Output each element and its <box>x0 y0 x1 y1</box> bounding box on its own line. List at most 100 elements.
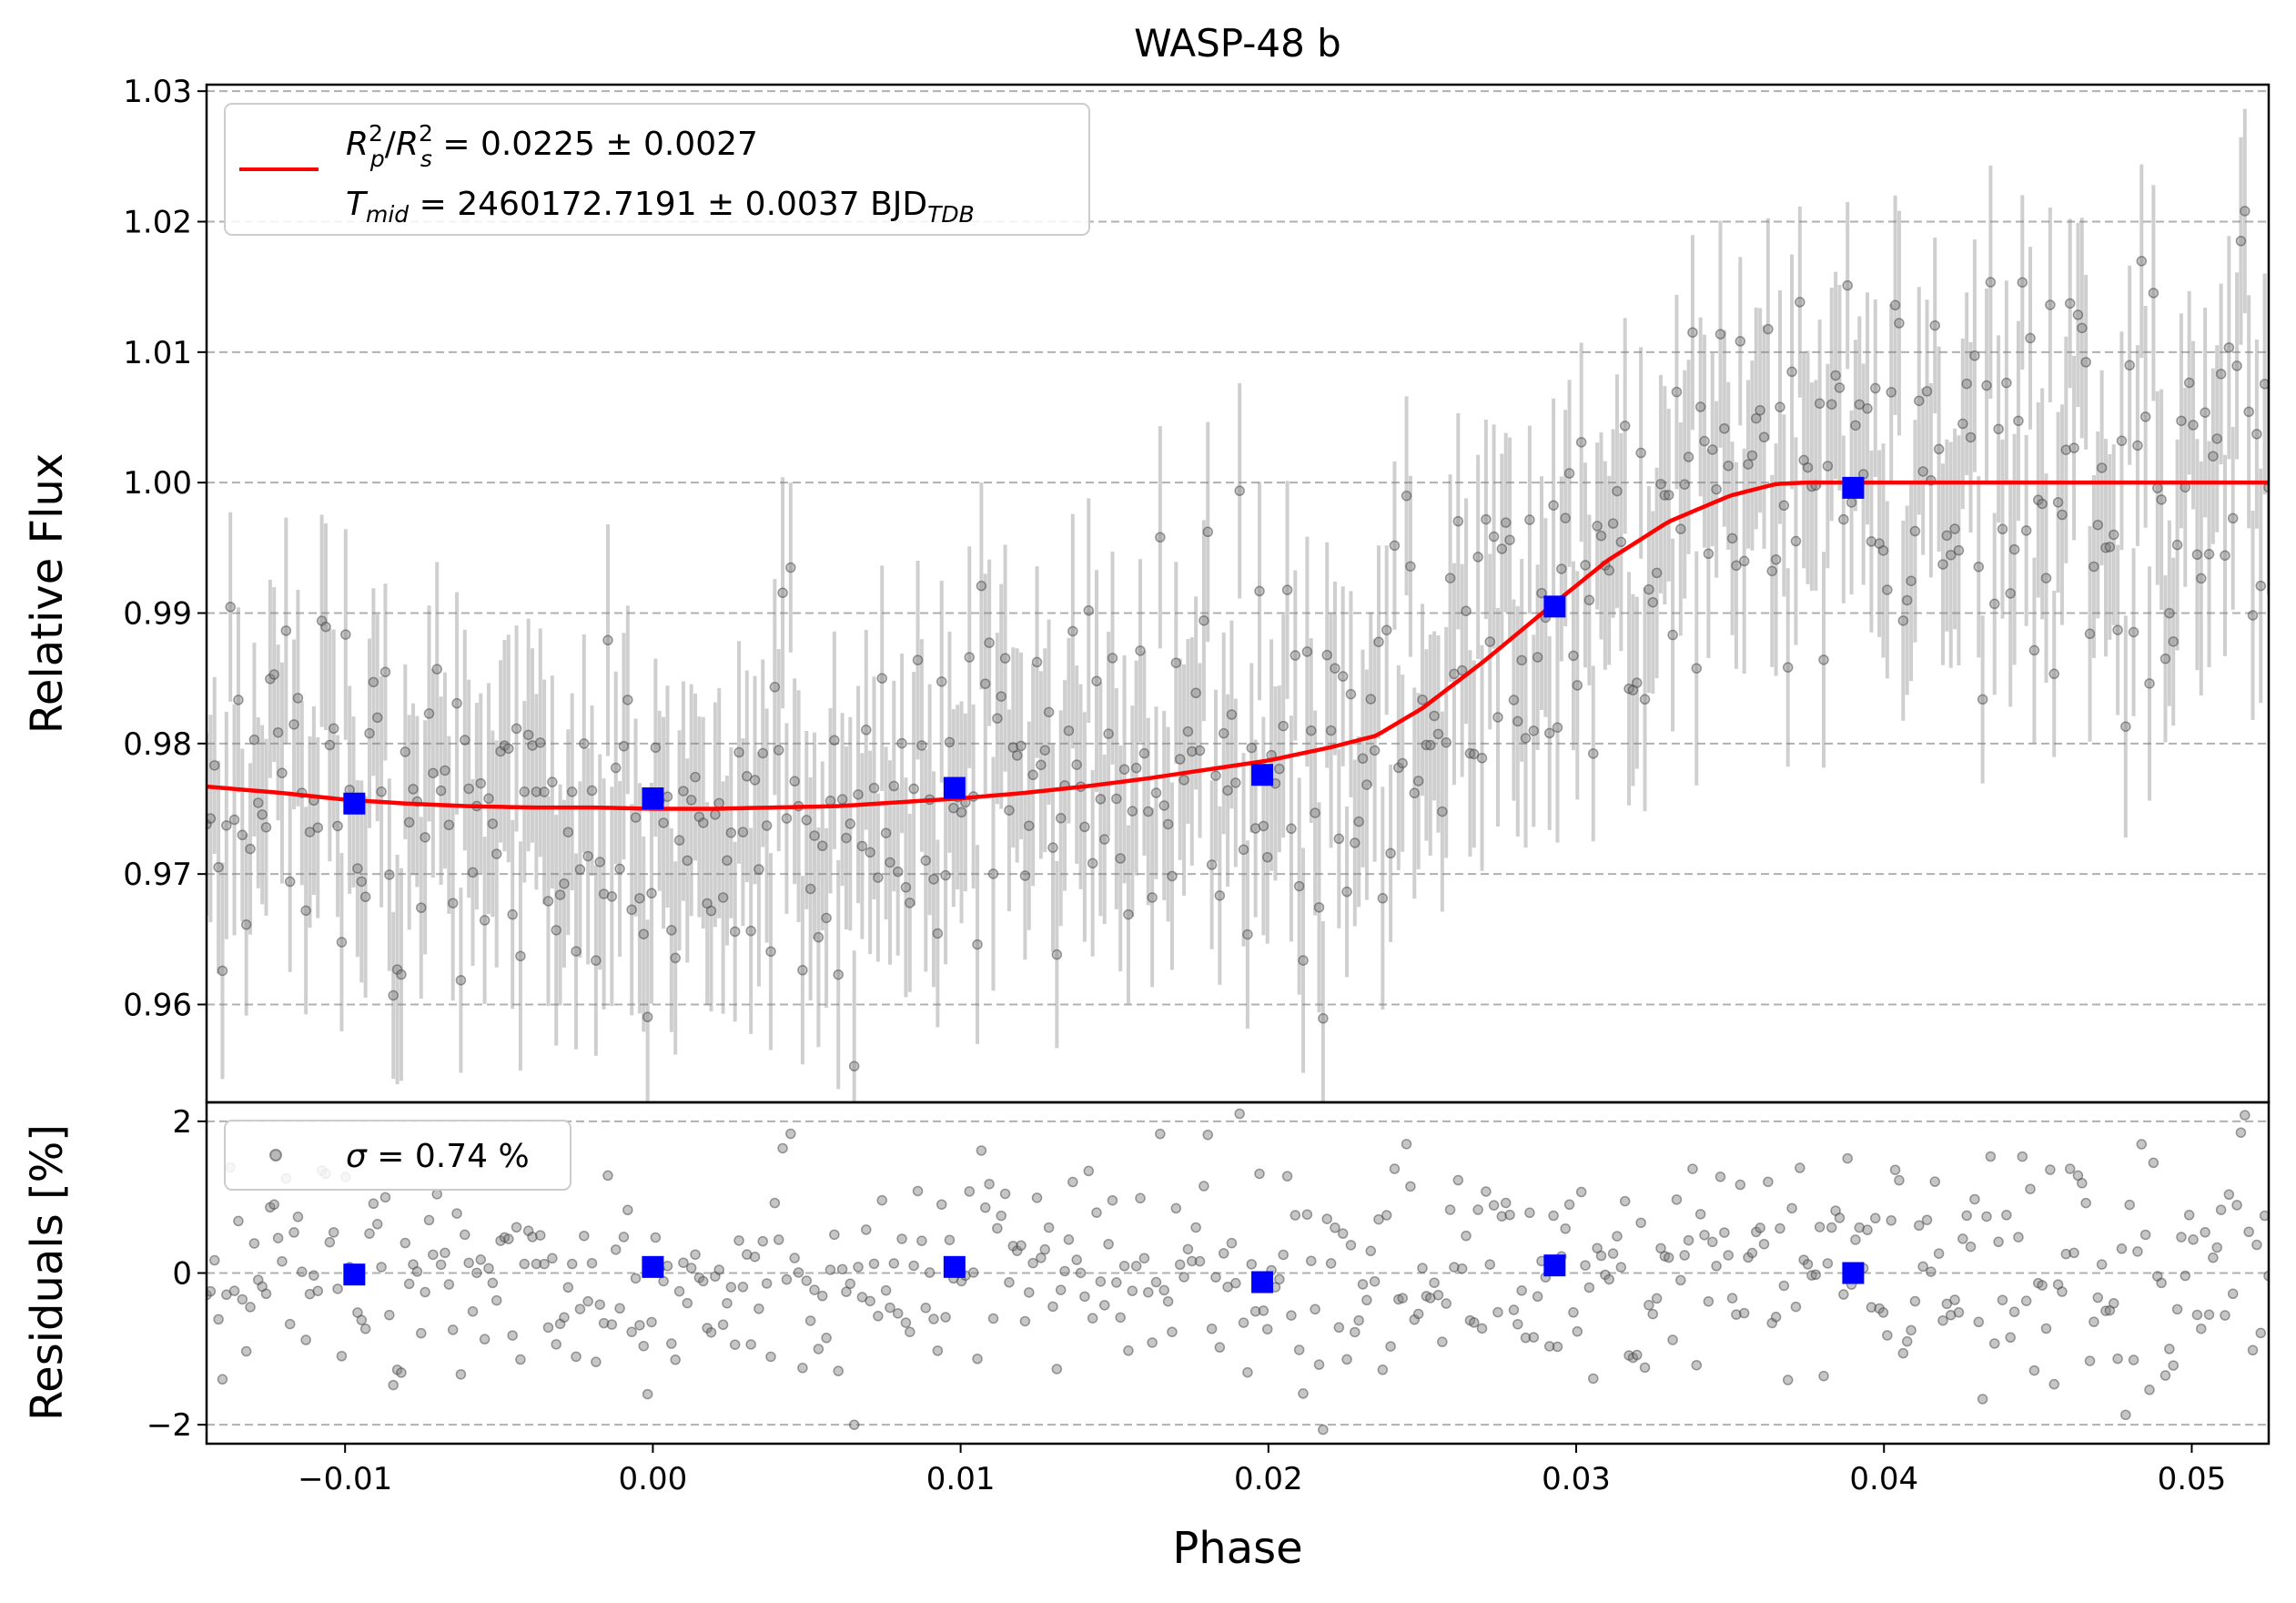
raw-data-point <box>1644 583 1654 595</box>
residual-point <box>336 1351 348 1362</box>
raw-data-point <box>1937 559 1948 570</box>
residual-point <box>1138 1253 1150 1263</box>
raw-data-point <box>1897 615 1909 626</box>
raw-data-point <box>1115 853 1126 864</box>
residual-point <box>1127 1285 1138 1296</box>
residual-point <box>463 1257 474 1269</box>
residual-point <box>1906 1324 1917 1336</box>
raw-data-point <box>2064 298 2076 309</box>
raw-data-point <box>773 745 784 756</box>
raw-data-point <box>1187 746 1198 757</box>
residual-point <box>1612 1231 1623 1242</box>
residual-point <box>1389 1163 1401 1174</box>
raw-data-point <box>1694 401 1706 412</box>
legend-slash: / <box>385 126 397 163</box>
residual-point <box>411 1266 423 1277</box>
raw-data-point <box>531 786 542 797</box>
raw-data-point <box>423 708 435 719</box>
raw-data-point <box>1127 806 1138 817</box>
residual-point <box>300 1334 311 1345</box>
residual-point <box>1182 1243 1194 1255</box>
raw-data-point <box>1524 514 1535 525</box>
raw-data-point <box>658 817 669 828</box>
residual-point <box>435 1259 447 1271</box>
raw-data-point <box>542 896 554 907</box>
raw-data-point <box>1107 653 1118 664</box>
residual-point <box>586 1257 598 1269</box>
raw-data-point <box>1965 431 1977 443</box>
binned-flux-point <box>1842 476 1865 499</box>
residual-point <box>240 1345 252 1357</box>
raw-data-point <box>1921 386 1933 397</box>
raw-data-point <box>257 809 268 820</box>
raw-data-point <box>1949 523 1960 534</box>
residual-point <box>1461 1230 1472 1242</box>
raw-data-point <box>228 814 240 826</box>
residual-point <box>1039 1243 1050 1255</box>
residual-point <box>804 1315 816 1326</box>
residual-point <box>332 1283 343 1294</box>
raw-data-point <box>1615 536 1627 548</box>
residual-point <box>443 1279 455 1290</box>
residual-point <box>1293 1344 1305 1355</box>
raw-data-point <box>1321 649 1332 661</box>
residual-point <box>328 1227 339 1238</box>
residual-point <box>1778 1280 1790 1292</box>
top-y-tick-label: 1.02 <box>123 205 192 241</box>
raw-data-point <box>435 785 447 796</box>
residual-point <box>1373 1213 1384 1225</box>
residual-point <box>403 1278 415 1290</box>
residual-point <box>1484 1259 1495 1270</box>
residual-point <box>475 1254 487 1265</box>
residual-point <box>1417 1263 1428 1273</box>
residual-point <box>1047 1301 1058 1313</box>
residual-point <box>908 1260 919 1272</box>
residual-point <box>916 1235 927 1246</box>
residual-point <box>591 1356 602 1367</box>
residual-point <box>976 1145 987 1156</box>
residual-point <box>1381 1210 1392 1221</box>
raw-data-point <box>2220 550 2230 561</box>
raw-data-point <box>364 727 375 739</box>
raw-data-point <box>376 786 387 797</box>
raw-data-point <box>928 874 939 885</box>
residual-point <box>1063 1234 1075 1245</box>
residual-point <box>1977 1394 1988 1405</box>
raw-data-point <box>1583 594 1595 606</box>
raw-data-point <box>2025 332 2036 344</box>
raw-data-point <box>213 861 224 873</box>
raw-data-point <box>1532 652 1543 663</box>
residual-point <box>1341 1354 1352 1365</box>
raw-data-point <box>1293 880 1305 892</box>
raw-data-point <box>2156 494 2167 505</box>
residual-point <box>571 1351 582 1363</box>
residual-point <box>507 1330 518 1341</box>
residual-point <box>1917 1261 1928 1273</box>
residual-point <box>297 1266 308 1277</box>
raw-data-point <box>1472 552 1483 563</box>
raw-data-point <box>2164 607 2175 619</box>
raw-data-point <box>207 813 217 824</box>
raw-data-point <box>582 850 593 862</box>
residual-point <box>785 1128 796 1140</box>
top-model-line <box>207 480 2269 811</box>
x-tick-label: 0.04 <box>1849 1461 1918 1497</box>
raw-data-point <box>912 654 924 665</box>
raw-data-point <box>1846 497 1857 508</box>
residual-point <box>2251 1239 2262 1251</box>
raw-data-point <box>579 738 590 749</box>
residual-point <box>471 1267 482 1279</box>
residual-point <box>1055 1284 1067 1295</box>
raw-data-point <box>2139 411 2151 422</box>
residual-point <box>1711 1261 1722 1272</box>
residual-point <box>1095 1276 1107 1287</box>
residual-point <box>2203 1309 2215 1320</box>
bottom-legend: σ = 0.74 % <box>224 1120 571 1191</box>
residual-point <box>1723 1250 1734 1261</box>
binned-flux-point <box>943 776 966 799</box>
residual-point <box>1377 1365 1389 1375</box>
residual-point <box>1472 1204 1483 1215</box>
raw-data-point <box>1706 444 1718 455</box>
raw-data-point <box>1580 560 1591 571</box>
raw-data-point <box>2235 236 2247 247</box>
